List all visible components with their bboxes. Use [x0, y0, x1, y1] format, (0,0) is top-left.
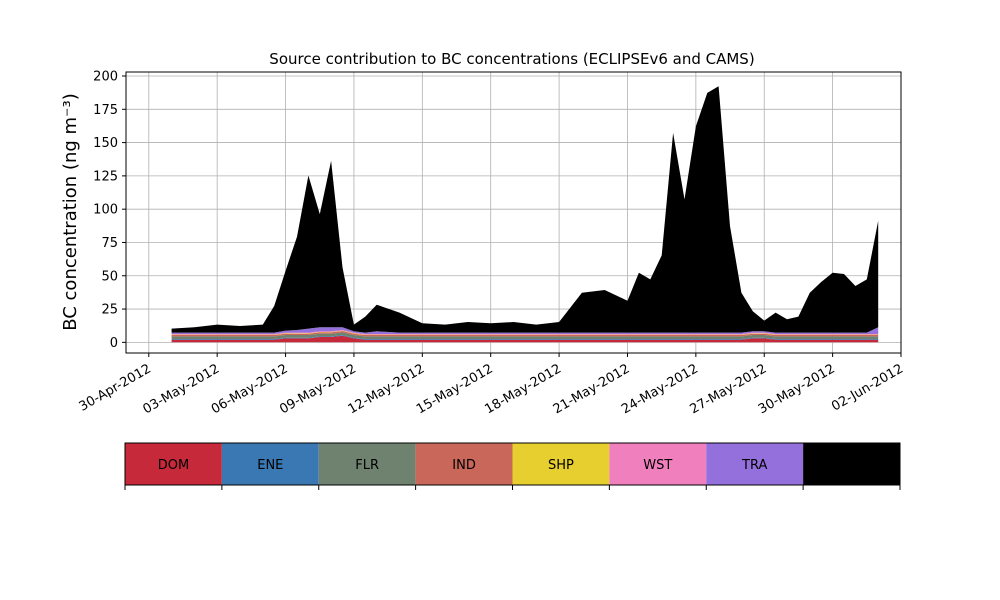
y-tick-label: 75	[101, 236, 118, 251]
colorbar-label-shp: SHP	[548, 458, 574, 473]
y-tick-label: 25	[101, 303, 118, 318]
colorbar-label-tra: TRA	[741, 458, 767, 473]
colorbar-label-flr: FLR	[355, 458, 379, 473]
y-axis-label: BC concentration (ng m⁻³)	[60, 93, 81, 331]
area-tra	[171, 327, 879, 334]
area-bb	[171, 86, 879, 333]
colorbar-swatch-shp	[512, 443, 610, 485]
colorbar-swatch-bb	[803, 443, 900, 485]
colorbar-swatch-tra	[706, 443, 804, 485]
area-dom	[171, 335, 879, 343]
area-wst	[171, 330, 879, 335]
colorbar-label-ene: ENE	[257, 458, 283, 473]
y-tick-label: 175	[93, 103, 118, 118]
y-tick-label: 200	[93, 69, 118, 84]
colorbar-swatch-dom	[125, 443, 222, 485]
area-ene	[171, 335, 879, 340]
y-tick-label: 125	[93, 169, 118, 184]
area-flr	[171, 332, 879, 339]
y-ticks: 0 25 50 75 100 125 150 175 200	[93, 69, 126, 351]
area-shp	[171, 330, 879, 335]
colorbar-label-ind: IND	[452, 458, 476, 473]
y-tick-label: 50	[101, 269, 118, 284]
colorbar-label-wst: WST	[643, 458, 672, 473]
colorbar-swatch-flr	[318, 443, 416, 485]
y-tick-label: 100	[93, 203, 118, 218]
colorbar-label-bb: BB	[843, 458, 861, 473]
colorbar-swatch-ind	[415, 443, 513, 485]
chart-title: Source contribution to BC concentrations…	[269, 50, 754, 68]
y-tick-label: 150	[93, 136, 118, 151]
y-tick-label: 0	[110, 336, 118, 351]
colorbar-label-dom: DOM	[158, 458, 189, 473]
colorbar-swatch-wst	[609, 443, 707, 485]
plot-frame	[125, 71, 902, 354]
source-colorbar: DOM ENE FLR IND SHP WST TRA BB	[124, 442, 901, 490]
colorbar-swatch-ene	[221, 443, 319, 485]
area-ind	[171, 331, 879, 337]
stacked-areas	[171, 86, 879, 343]
